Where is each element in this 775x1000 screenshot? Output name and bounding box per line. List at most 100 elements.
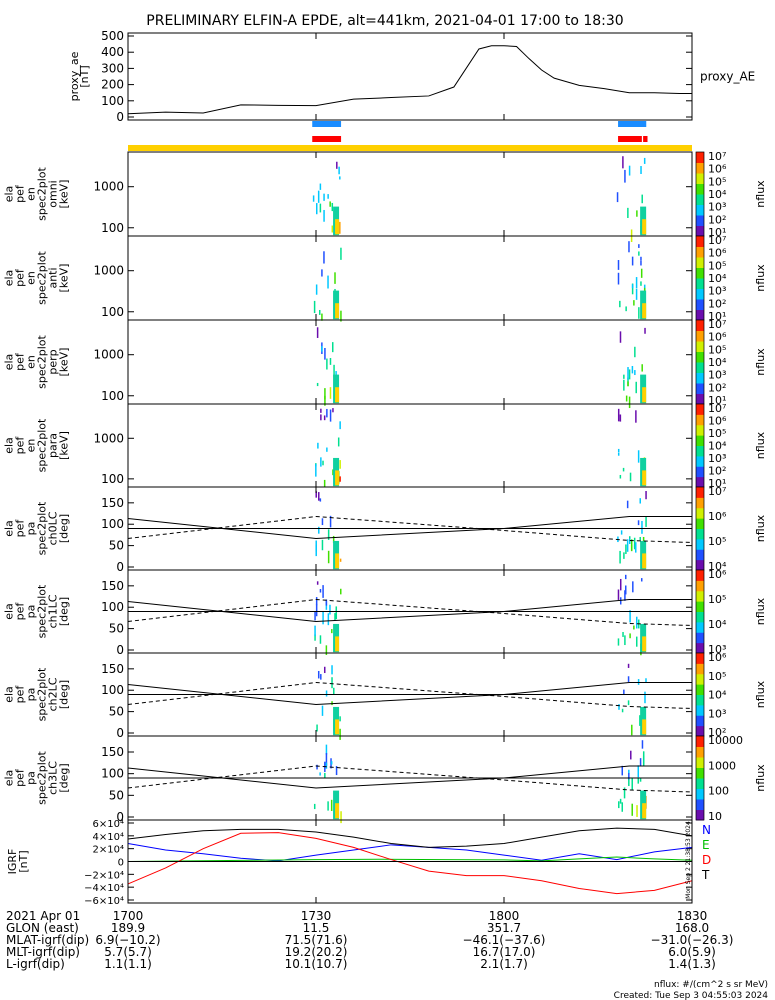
panel-4-ylabel-line-2: en: [25, 439, 38, 453]
panel-6: elapefpaspec2plotch1LC[deg]05010015010³1…: [3, 568, 768, 657]
panel-0-ytick-3: 300: [101, 61, 124, 75]
ephem-label-0: 2021 Apr 01: [6, 909, 80, 923]
panel-1-colorbar-tick-1: 10²: [708, 213, 726, 226]
ephem-label-4: L-igrf(dip): [6, 957, 65, 971]
panel-7-colorbar-label: nflux: [754, 680, 767, 708]
footer-units: nflux: #/(cm^2 s sr MeV): [654, 980, 768, 990]
panel-7-ytick-3: 150: [101, 662, 124, 676]
panel-3-colorbar-tick-3: 10⁴: [708, 356, 727, 369]
panel-1-frame: [127, 151, 693, 237]
ephem-value-3-1: 19.2(20.2): [285, 945, 348, 959]
panel-6-ytick-2: 100: [101, 600, 124, 614]
panel-2-ylabel-line-2: en: [25, 271, 38, 285]
panel-3-colorbar-tick-1: 10²: [708, 381, 726, 394]
panel-1-ylabel-line-4: omni: [47, 180, 60, 207]
panel-8-colorbar-tick-1: 100: [708, 785, 729, 798]
panel-2-colorbar-tick-4: 10⁵: [708, 259, 726, 272]
ephem-value-0-1: 1730: [301, 909, 332, 923]
panel-3-colorbar-tick-5: 10⁶: [708, 331, 727, 344]
panel-1-colorbar-tick-0: 10¹: [708, 226, 726, 239]
panel-5-ytick-3: 150: [101, 496, 124, 510]
panel-7-colorbar-tick-3: 10⁵: [708, 670, 726, 683]
panel-6-ylabel-line-1: pef: [14, 602, 27, 621]
panel-6-colorbar-label: nflux: [754, 597, 767, 625]
panel-1-ylabel-line-0: ela: [3, 186, 16, 203]
panel-6-ytick-0: 0: [116, 643, 124, 657]
igrf-legend-E: E: [702, 838, 710, 852]
panel-4-colorbar-tick-0: 10¹: [708, 477, 726, 490]
ephem-value-4-0: 1.1(1.1): [104, 957, 152, 971]
panel-7-ylabel-line-3: spec2plot: [36, 667, 49, 721]
panel-5-loss-cone-line: [127, 516, 692, 540]
panel-1-spectrogram: [312, 156, 647, 243]
panel-9-ytick-1: −4×10⁴: [84, 883, 124, 894]
panel-9-ytick-4: 2×10⁴: [93, 845, 124, 856]
panel-9-ytick-0: −6×10⁴: [84, 896, 124, 907]
panel-7-ylabel-line-0: ela: [3, 686, 16, 703]
panel-1-ylabel-line-1: pef: [14, 184, 27, 203]
panel-1: elapefenspec2plotomni[keV]100100010¹10²1…: [3, 150, 767, 243]
panel-6-ytick-3: 150: [101, 579, 124, 593]
panel-7-ylabel-line-1: pef: [14, 685, 27, 704]
panel-9-ylabel: IGRF[nT]: [6, 849, 30, 875]
panel-8-colorbar-tick-3: 10000: [708, 734, 743, 747]
panel-4-colorbar-tick-4: 10⁵: [708, 427, 726, 440]
panel-8-ylabel-line-5: [deg]: [58, 763, 71, 792]
panel-7-ylabel-line-2: pa: [25, 688, 38, 702]
panel-9-frame: [127, 819, 693, 904]
panel-5-colorbar-tick-3: 10⁷: [708, 485, 726, 498]
panel-3-frame: [127, 319, 693, 405]
panel-4-colorbar-tick-2: 10³: [708, 452, 726, 465]
panel-3-ylabel-line-1: pef: [14, 352, 27, 371]
science-zone-bar-3: [618, 136, 642, 142]
igrf-series-N: [127, 843, 693, 862]
panel-9-ylabel-line-1: [nT]: [17, 850, 30, 872]
panel-6-ylabel-line-3: spec2plot: [36, 584, 49, 638]
panel-3: elapefenspec2plotperp[keV]100100010¹10²1…: [3, 318, 767, 409]
panel-6-colorbar-tick-2: 10⁵: [708, 593, 726, 606]
panel-5-ylabel-line-4: ch0LC: [47, 511, 60, 545]
panel-0-ylabel: proxy_ae[nT]: [68, 51, 91, 101]
ephem-value-2-2: −46.1(−37.6): [463, 933, 546, 947]
panel-4-colorbar-tick-3: 10⁴: [708, 440, 727, 453]
panel-9-ytick-5: 4×10⁴: [93, 832, 124, 843]
panel-2-colorbar-label: nflux: [754, 264, 767, 292]
ephem-value-0-0: 1700: [113, 909, 144, 923]
ephem-value-4-2: 2.1(1.7): [480, 957, 528, 971]
panel-4-ylabel-line-1: pef: [14, 436, 27, 455]
panel-3-colorbar-tick-2: 10³: [708, 369, 726, 382]
science-zone-bar-4: [643, 136, 648, 142]
panel-8-colorbar-tick-0: 10: [708, 810, 722, 823]
igrf-series-D: [127, 832, 693, 895]
panel-6-loss-cone-line: [127, 599, 692, 623]
panel-8-spectrogram: [313, 740, 647, 824]
panel-3-spectrogram: [316, 327, 647, 409]
panel-4-spectrogram: [315, 408, 647, 488]
panel-1-ylabel-line-3: spec2plot: [36, 167, 49, 221]
panel-7-colorbar: 10² 10³ 10⁴ 10⁵ 10⁶ nflux: [695, 651, 767, 739]
science-zone-bars: [128, 121, 692, 151]
panel-5-ytick-0: 0: [116, 560, 124, 574]
panel-8-ylabel-line-1: pef: [14, 768, 27, 787]
science-zone-bar-1: [312, 136, 342, 142]
panel-7-spectrogram: [316, 663, 647, 740]
panel-2-ytick-1: 1000: [93, 264, 124, 278]
ephem-label-1: GLON (east): [6, 921, 79, 935]
panel-3-ylabel-line-4: perp: [47, 349, 60, 374]
panel-4-ytick-0: 100: [101, 472, 124, 486]
panel-7: elapefpaspec2plotch2LC[deg]05010015010²1…: [3, 651, 768, 740]
panel-7-colorbar-tick-0: 10²: [708, 726, 726, 739]
ephem-value-4-1: 10.1(10.7): [285, 957, 348, 971]
panel-1-ytick-0: 100: [101, 221, 124, 235]
panel-4: elapefenspec2plotpara[keV]100100010¹10²1…: [3, 402, 768, 490]
panel-4-ylabel-line-0: ela: [3, 437, 16, 454]
panel-3-colorbar-label: nflux: [754, 348, 767, 376]
panel-1-ylabel-line-2: en: [25, 187, 38, 201]
panel-3-colorbar-tick-6: 10⁷: [708, 318, 726, 331]
